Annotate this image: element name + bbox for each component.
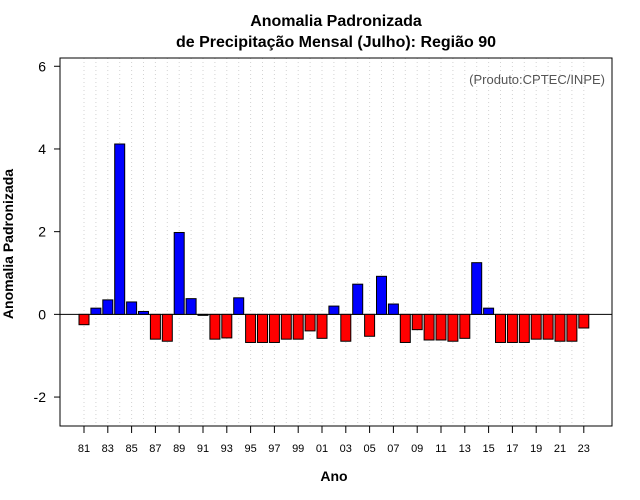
y-tick-label: 0 [38, 306, 46, 322]
bar-22 [566, 313, 578, 342]
x-tick-label: 11 [435, 443, 446, 455]
bar-83 [102, 299, 114, 315]
x-axis: 81 83 85 87 89 91 93 95 97 99 01 03 05 07 09 11 13 15 17 19… [78, 426, 590, 455]
y-tick-label: -2 [34, 389, 47, 405]
x-tick-label: 97 [268, 443, 280, 455]
bar-17 [506, 313, 518, 343]
y-axis: -2 0 2 4 6 [34, 58, 60, 405]
bar-91 [197, 313, 209, 316]
bar-82 [90, 307, 102, 315]
bar-81 [78, 313, 90, 326]
bar-98 [280, 313, 292, 340]
x-tick-label: 87 [149, 443, 161, 455]
bar-89 [173, 231, 185, 315]
x-tick-label: 81 [78, 443, 90, 455]
bar-01 [316, 313, 328, 339]
bar-10 [423, 313, 435, 341]
x-axis-label: Ano [320, 468, 347, 484]
bar-04 [352, 283, 364, 315]
x-tick-label: 89 [173, 443, 185, 455]
x-tick-label: 15 [482, 443, 494, 455]
y-tick-label: 6 [38, 58, 46, 74]
x-tick-label: 13 [459, 443, 471, 455]
y-axis-label: Anomalia Padronizada [0, 169, 16, 319]
x-tick-label: 17 [506, 443, 518, 455]
bar-02 [328, 305, 340, 315]
x-tick-label: 19 [530, 443, 542, 455]
bar-09 [411, 313, 423, 331]
bar-90 [185, 298, 197, 315]
bar-93 [221, 313, 233, 339]
bar-92 [209, 313, 221, 340]
bar-23 [578, 313, 590, 329]
bar-87 [149, 313, 161, 340]
bars [78, 143, 590, 343]
bar-03 [340, 313, 352, 342]
x-tick-label: 03 [340, 443, 352, 455]
x-tick-label: 07 [387, 443, 399, 455]
x-tick-label: 85 [125, 443, 137, 455]
bar-95 [245, 313, 257, 343]
bar-20 [542, 313, 554, 340]
x-tick-label: 93 [221, 443, 233, 455]
bar-06 [376, 275, 387, 315]
bar-99 [292, 313, 304, 340]
x-tick-label: 99 [292, 443, 304, 455]
bar-14 [471, 262, 483, 315]
bar-21 [554, 313, 566, 342]
bar-94 [233, 297, 245, 315]
source-annotation: (Produto:CPTEC/INPE) [469, 72, 605, 87]
bar-97 [268, 313, 280, 343]
x-tick-label: 23 [578, 443, 590, 455]
grid [83, 58, 585, 426]
bar-05 [364, 313, 376, 337]
x-tick-label: 21 [554, 443, 566, 455]
y-tick-label: 4 [38, 141, 46, 157]
bar-12 [447, 313, 459, 342]
bar-96 [257, 313, 268, 343]
bar-13 [459, 313, 471, 339]
bar-16 [495, 313, 506, 343]
plot-frame [59, 57, 613, 427]
bar-08 [399, 313, 411, 343]
bar-84 [114, 143, 126, 315]
y-tick-label: 2 [38, 224, 46, 240]
bar-18 [518, 313, 530, 343]
bar-85 [126, 301, 138, 315]
chart-subtitle: de Precipitação Mensal (Julho): Região 9… [176, 34, 496, 51]
bar-86 [138, 310, 149, 315]
chart-title: Anomalia Padronizada [250, 13, 422, 30]
bar-00 [304, 313, 316, 332]
x-tick-label: 01 [316, 443, 328, 455]
bar-15 [483, 307, 495, 315]
bar-07 [387, 303, 399, 315]
x-tick-label: 09 [411, 443, 423, 455]
bar-88 [161, 313, 173, 342]
x-tick-label: 91 [197, 443, 209, 455]
x-tick-label: 05 [363, 443, 375, 455]
bar-11 [435, 313, 447, 341]
bar-19 [530, 313, 542, 340]
x-tick-label: 95 [244, 443, 256, 455]
x-tick-label: 83 [102, 443, 114, 455]
